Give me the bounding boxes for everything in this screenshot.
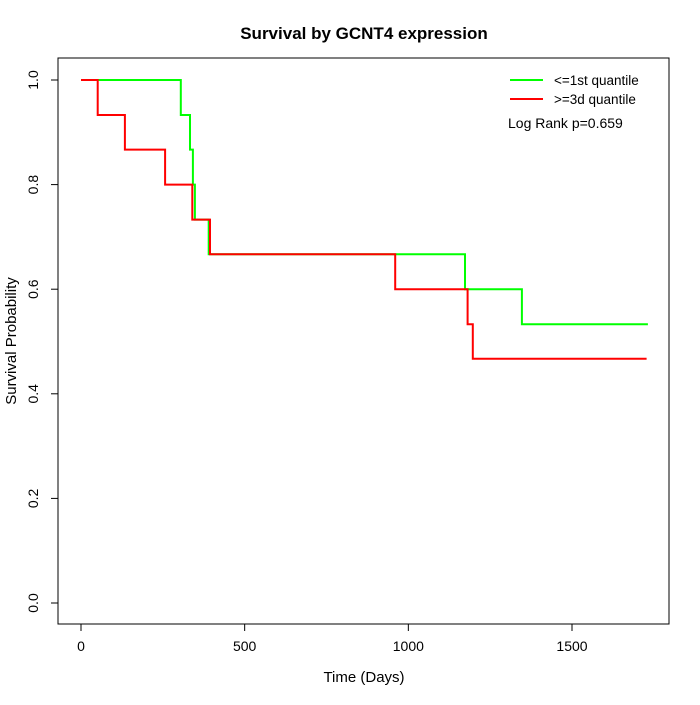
y-axis: 0.0 0.2 0.4 0.6 0.8 1.0 [25, 70, 58, 613]
y-tick-label: 0.6 [25, 279, 41, 299]
y-tick-label: 0.2 [25, 488, 41, 508]
x-tick-label: 0 [77, 638, 85, 654]
x-tick-label: 1500 [556, 638, 587, 654]
survival-curve [81, 79, 648, 326]
legend-label-third-quantile: >=3d quantile [554, 92, 636, 107]
plot-box [57, 57, 670, 625]
x-axis-label: Time (Days) [323, 669, 404, 686]
log-rank-annotation: Log Rank p=0.659 [508, 115, 623, 131]
x-tick-label: 500 [233, 638, 257, 654]
legend-label-first-quantile: <=1st quantile [554, 73, 639, 88]
survival-curve [81, 79, 647, 360]
y-tick-label: 1.0 [25, 70, 41, 90]
plot-title: Survival by GCNT4 expression [240, 24, 488, 43]
y-axis-label: Survival Probability [3, 277, 20, 405]
x-axis: 0 500 1000 1500 [77, 624, 588, 654]
legend: <=1st quantile >=3d quantile Log Rank p=… [508, 73, 639, 131]
x-tick-label: 1000 [393, 638, 424, 654]
survival-curves [81, 79, 648, 360]
y-tick-label: 0.4 [25, 384, 41, 404]
y-tick-label: 0.8 [25, 175, 41, 195]
y-tick-label: 0.0 [25, 593, 41, 613]
